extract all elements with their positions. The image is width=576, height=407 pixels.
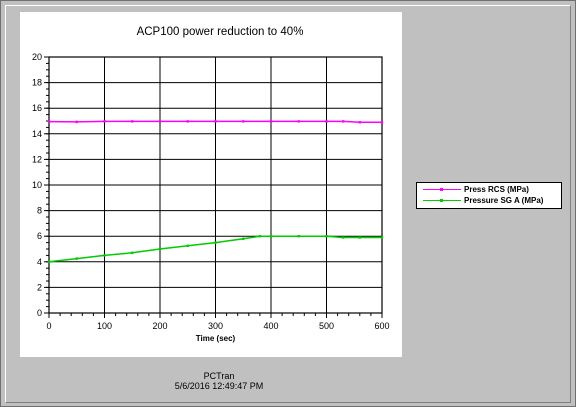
plot-area: 0 100 200 300 400 500 600 0 2 4 6 8 10 12 14 16 18 20 Time… bbox=[32, 52, 390, 343]
series-1-point bbox=[325, 235, 328, 238]
y-tick-label: 6 bbox=[37, 231, 42, 241]
chart-panel: ACP100 power reduction to 40% 0 100 200 300… bbox=[20, 12, 402, 357]
chart-footer: PCTran 5/6/2016 12:49:47 PM bbox=[101, 371, 337, 391]
window-frame bbox=[5, 5, 571, 403]
series-1-point bbox=[297, 235, 300, 238]
series-1-point bbox=[380, 236, 384, 239]
series-1-point bbox=[269, 235, 273, 238]
legend-swatch-pressure-sg-a bbox=[423, 199, 461, 202]
y-tick-label: 10 bbox=[32, 180, 42, 190]
x-tick-label: 400 bbox=[263, 321, 278, 331]
footer-app-name: PCTran bbox=[203, 371, 235, 381]
chart-legend: Press RCS (MPa) Pressure SG A (MPa) bbox=[416, 182, 562, 209]
series-1-point bbox=[341, 236, 345, 239]
y-tick-label: 16 bbox=[32, 103, 42, 113]
y-tick-label: 20 bbox=[32, 52, 42, 62]
x-tick-label: 500 bbox=[319, 321, 334, 331]
series-0-point bbox=[75, 120, 78, 124]
x-tick-label: 200 bbox=[152, 321, 167, 331]
legend-item-pressure-sg-a: Pressure SG A (MPa) bbox=[417, 195, 561, 206]
legend-label-press-rcs: Press RCS (MPa) bbox=[464, 185, 529, 194]
series-1-point bbox=[131, 251, 134, 255]
x-axis-label: Time (sec) bbox=[196, 334, 236, 343]
y-tick-label: 12 bbox=[32, 154, 42, 164]
series-0-point bbox=[214, 120, 217, 123]
y-tick-label: 18 bbox=[32, 78, 42, 88]
series-1-point bbox=[47, 260, 51, 263]
x-tick-label: 0 bbox=[46, 321, 51, 331]
series-1-point bbox=[103, 254, 106, 257]
series-line-0 bbox=[48, 120, 382, 124]
plot-border bbox=[48, 56, 383, 314]
series-0-point bbox=[325, 120, 328, 123]
x-tick-label: 300 bbox=[208, 321, 223, 331]
series-0-point bbox=[186, 120, 189, 123]
series-0-point bbox=[358, 121, 361, 124]
series-0-point bbox=[269, 120, 273, 123]
series-0-point bbox=[341, 120, 345, 123]
y-tick-label: 14 bbox=[32, 129, 42, 139]
series-1-point bbox=[258, 235, 262, 238]
chart-title: ACP100 power reduction to 40% bbox=[136, 26, 304, 38]
y-tick-label: 0 bbox=[37, 308, 42, 318]
series-0-point bbox=[103, 120, 106, 123]
series-1-point bbox=[75, 257, 78, 260]
series-1-point bbox=[214, 241, 217, 244]
series-1-point bbox=[358, 236, 361, 239]
series-0-point bbox=[131, 120, 134, 123]
legend-swatch-press-rcs bbox=[423, 188, 461, 191]
series-0-point bbox=[47, 120, 51, 123]
series-1-point bbox=[186, 244, 189, 247]
series-1-point bbox=[158, 247, 162, 251]
series-0-point bbox=[242, 120, 245, 123]
y-tick-label: 2 bbox=[37, 282, 42, 292]
series-1-point bbox=[242, 237, 245, 240]
series-0-point bbox=[158, 120, 162, 123]
legend-label-pressure-sg-a: Pressure SG A (MPa) bbox=[464, 196, 544, 205]
series-0-point bbox=[297, 120, 300, 123]
y-tick-label: 8 bbox=[37, 206, 42, 216]
y-tick-label: 4 bbox=[37, 257, 42, 267]
x-tick-label: 100 bbox=[97, 321, 112, 331]
footer-timestamp: 5/6/2016 12:49:47 PM bbox=[174, 381, 264, 391]
legend-item-press-rcs: Press RCS (MPa) bbox=[417, 184, 561, 195]
series-0-point bbox=[380, 121, 384, 124]
x-tick-label: 600 bbox=[374, 321, 389, 331]
